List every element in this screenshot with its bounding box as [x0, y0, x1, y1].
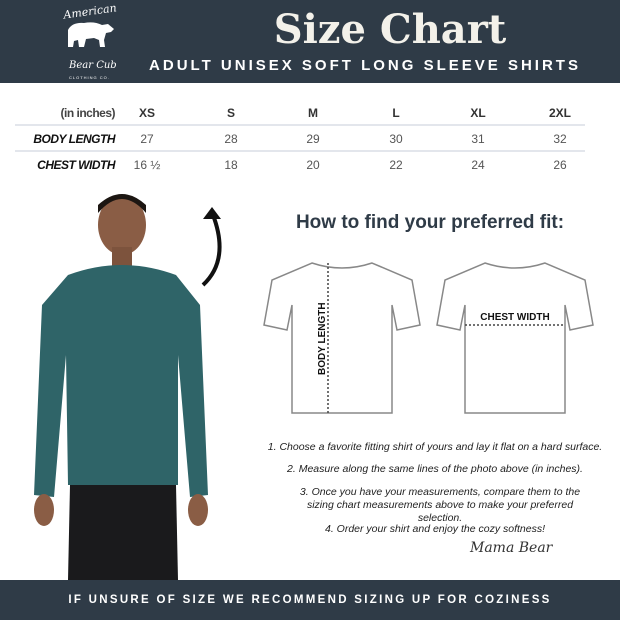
cell: 24 [471, 158, 485, 172]
chest-width-diagram: CHEST WIDTH [436, 262, 594, 414]
size-header: L [392, 106, 400, 120]
divider [15, 124, 585, 126]
row-label: BODY LENGTH [33, 132, 115, 146]
cell: 31 [471, 132, 485, 146]
page-title: Size Chart [273, 6, 507, 53]
cell: 18 [224, 158, 238, 172]
cell: 30 [389, 132, 403, 146]
row-label: CHEST WIDTH [37, 158, 115, 172]
cell: 26 [553, 158, 567, 172]
instruction-step: 2. Measure along the same lines of the p… [287, 463, 583, 475]
header-banner: American Bear Cub CLOTHING CO. Size Char… [0, 0, 620, 83]
size-header: S [226, 106, 235, 120]
size-table: (in inches) XS S M L XL 2XL BODY LENGTH … [15, 100, 585, 176]
logo-text: CLOTHING CO. [69, 75, 110, 80]
instruction-step: 1. Choose a favorite fitting shirt of yo… [267, 441, 603, 453]
cell: 27 [140, 132, 154, 146]
fit-heading: How to find your preferred fit: [295, 212, 565, 233]
instruction-step: 4. Order your shirt and enjoy the cozy s… [324, 523, 546, 535]
cell: 32 [553, 132, 567, 146]
logo-text: Bear Cub [69, 60, 117, 71]
table-header-row: (in inches) XS S M L XL 2XL [15, 100, 585, 124]
divider [15, 150, 585, 152]
body-length-label: BODY LENGTH [317, 302, 328, 375]
cell: 28 [224, 132, 238, 146]
footer-banner: IF UNSURE OF SIZE WE RECOMMEND SIZING UP… [0, 580, 620, 620]
cell: 22 [389, 158, 403, 172]
size-header: XL [470, 106, 486, 120]
arrow-icon [201, 207, 222, 287]
table-row: CHEST WIDTH 16 ½ 18 20 22 24 26 [15, 152, 585, 176]
instruction-step: 3. Once you have your measurements, comp… [299, 486, 581, 524]
cell: 29 [306, 132, 320, 146]
cell: 16 ½ [133, 158, 161, 172]
cell: 20 [306, 158, 320, 172]
signature: Mama Bear [470, 540, 553, 556]
model-photo [34, 194, 208, 580]
chest-width-label: CHEST WIDTH [480, 312, 549, 323]
size-header: 2XL [548, 106, 571, 120]
body-length-diagram: BODY LENGTH [263, 262, 421, 414]
page-subtitle: ADULT UNISEX SOFT LONG SLEEVE SHIRTS [149, 57, 581, 74]
table-row: BODY LENGTH 27 28 29 30 31 32 [15, 126, 585, 150]
size-header: M [308, 106, 318, 120]
size-header: XS [138, 106, 155, 120]
bear-icon [68, 22, 114, 47]
unit-label: (in inches) [60, 106, 115, 120]
brand-logo: American Bear Cub CLOTHING CO. [55, 1, 125, 83]
